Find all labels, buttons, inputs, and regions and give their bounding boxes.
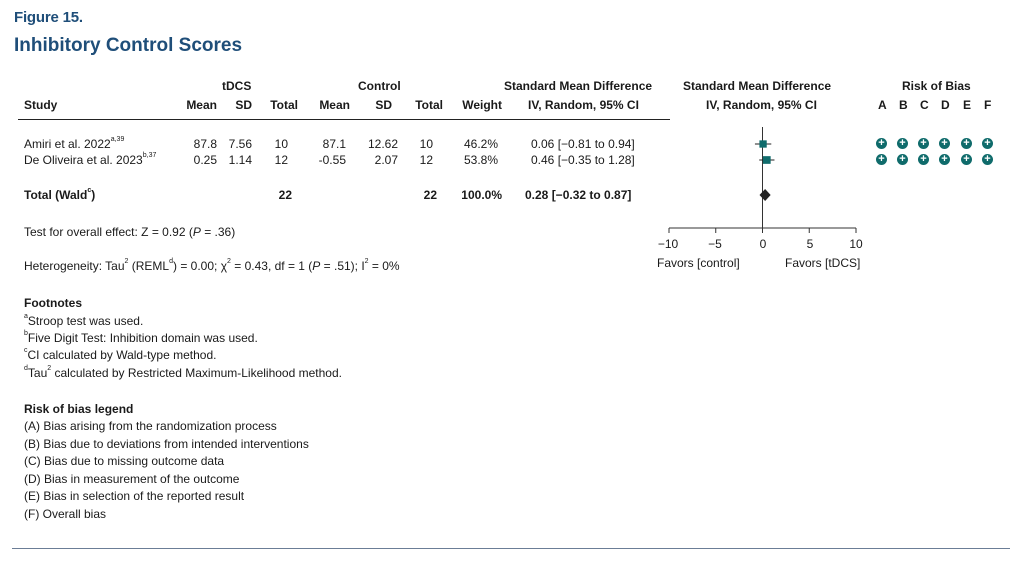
study-1-ci: 0.06 [−0.81 to 0.94] [531, 137, 635, 151]
study-2-sd-tdcs: 1.14 [228, 153, 252, 167]
total-label: Total (Waldc) [24, 187, 96, 202]
study-2-weight: 53.8% [463, 153, 498, 167]
x-tick-label-1: −10 [657, 237, 679, 251]
figure-label: Figure 15. [14, 9, 83, 26]
point-estimate-study-1 [759, 140, 767, 148]
figure-title: Inhibitory Control Scores [14, 35, 243, 56]
rob-plus-icon: + [876, 154, 887, 165]
total-n-tdcs: 22 [278, 188, 292, 202]
header-plot-bottom: IV, Random, 95% CI [706, 98, 817, 112]
header-rule [18, 119, 670, 120]
rob-col-d: D [941, 98, 950, 112]
footnote-a: aStroop test was used. [24, 313, 144, 328]
study-2-mean-control: -0.55 [318, 153, 346, 167]
rob-col-c: C [920, 98, 929, 112]
rob-legend-item: (E) Bias in selection of the reported re… [24, 489, 245, 503]
x-tick-label-5: 10 [849, 237, 863, 251]
favors-control-label: Favors [control] [657, 256, 740, 270]
header-weight: Weight [462, 98, 502, 112]
rob-col-f: F [984, 98, 992, 112]
header-total-control: Total [415, 98, 443, 112]
study-1-weight: 46.2% [463, 137, 498, 151]
header-sd-control: SD [375, 98, 392, 112]
bottom-rule [12, 548, 1010, 549]
header-smd-top: Standard Mean Difference [504, 79, 653, 93]
favors-tdcs-label: Favors [tDCS] [785, 256, 861, 270]
header-mean-tdcs: Mean [186, 98, 217, 112]
rob-legend-item: (C) Bias due to missing outcome data [24, 454, 225, 468]
rob-legend-item: (F) Overall bias [24, 507, 107, 521]
study-1-sd-control: 12.62 [367, 137, 398, 151]
rob-plus-icon: + [939, 154, 950, 165]
point-estimate-study-2 [762, 156, 771, 164]
rob-legend-item: (D) Bias in measurement of the outcome [24, 472, 240, 486]
x-tick-label-3: 0 [759, 237, 767, 251]
rob-col-b: B [899, 98, 908, 112]
header-study: Study [24, 98, 58, 112]
study-2-ci: 0.46 [−0.35 to 1.28] [531, 153, 635, 167]
rob-plus-icon: + [961, 154, 972, 165]
footnote-b: bFive Digit Test: Inhibition domain was … [24, 330, 258, 345]
rob-col-a: A [878, 98, 887, 112]
rob-plus-icon: + [918, 154, 929, 165]
total-ci: 0.28 [−0.32 to 0.87] [525, 188, 632, 202]
pooled-diamond [759, 189, 771, 201]
footnote-c: cCI calculated by Wald-type method. [24, 347, 217, 362]
heterogeneity-text: Heterogeneity: Tau2 (REMLd) = 0.00; χ2 =… [24, 258, 400, 273]
rob-plus-icon: + [897, 138, 908, 149]
study-name-1: Amiri et al. 2022a,39 [24, 136, 125, 151]
rob-plus-icon: + [876, 138, 887, 149]
rob-plus-icon: + [982, 154, 993, 165]
rob-plus-icon: + [897, 154, 908, 165]
x-tick-label-4: 5 [806, 237, 814, 251]
x-tick-label-2: −5 [708, 237, 722, 251]
study-1-total-control: 10 [419, 137, 433, 151]
footnotes-title: Footnotes [24, 296, 82, 310]
forest-plot [668, 127, 857, 233]
study-name-2: De Oliveira et al. 2023b,37 [24, 152, 157, 167]
header-plot-top: Standard Mean Difference [683, 79, 832, 93]
header-smd-bottom: IV, Random, 95% CI [528, 98, 639, 112]
rob-col-e: E [963, 98, 972, 112]
study-2-sd-control: 2.07 [374, 153, 398, 167]
study-1-sd-tdcs: 7.56 [228, 137, 252, 151]
study-1-mean-tdcs: 87.8 [193, 137, 217, 151]
study-1-total-tdcs: 10 [274, 137, 288, 151]
header-sd-tdcs: SD [235, 98, 252, 112]
header-group-control: Control [358, 79, 401, 93]
rob-legend-title: Risk of bias legend [24, 402, 134, 416]
header-total-tdcs: Total [270, 98, 298, 112]
overall-effect-text: Test for overall effect: Z = 0.92 (P = .… [24, 225, 236, 239]
rob-plus-icon: + [961, 138, 972, 149]
total-n-control: 22 [423, 188, 437, 202]
rob-plus-icon: + [918, 138, 929, 149]
study-2-total-control: 12 [419, 153, 433, 167]
rob-legend-item: (B) Bias due to deviations from intended… [24, 437, 309, 451]
header-group-tdcs: tDCS [222, 79, 252, 93]
study-2-mean-tdcs: 0.25 [193, 153, 217, 167]
study-1-mean-control: 87.1 [322, 137, 346, 151]
rob-plus-icon: + [982, 138, 993, 149]
study-2-total-tdcs: 12 [274, 153, 288, 167]
footnote-d: dTau2 calculated by Restricted Maximum-L… [24, 365, 342, 380]
header-mean-control: Mean [319, 98, 350, 112]
rob-legend-item: (A) Bias arising from the randomization … [24, 419, 277, 433]
header-rob-top: Risk of Bias [902, 79, 971, 93]
total-weight: 100.0% [461, 188, 502, 202]
rob-plus-icon: + [939, 138, 950, 149]
